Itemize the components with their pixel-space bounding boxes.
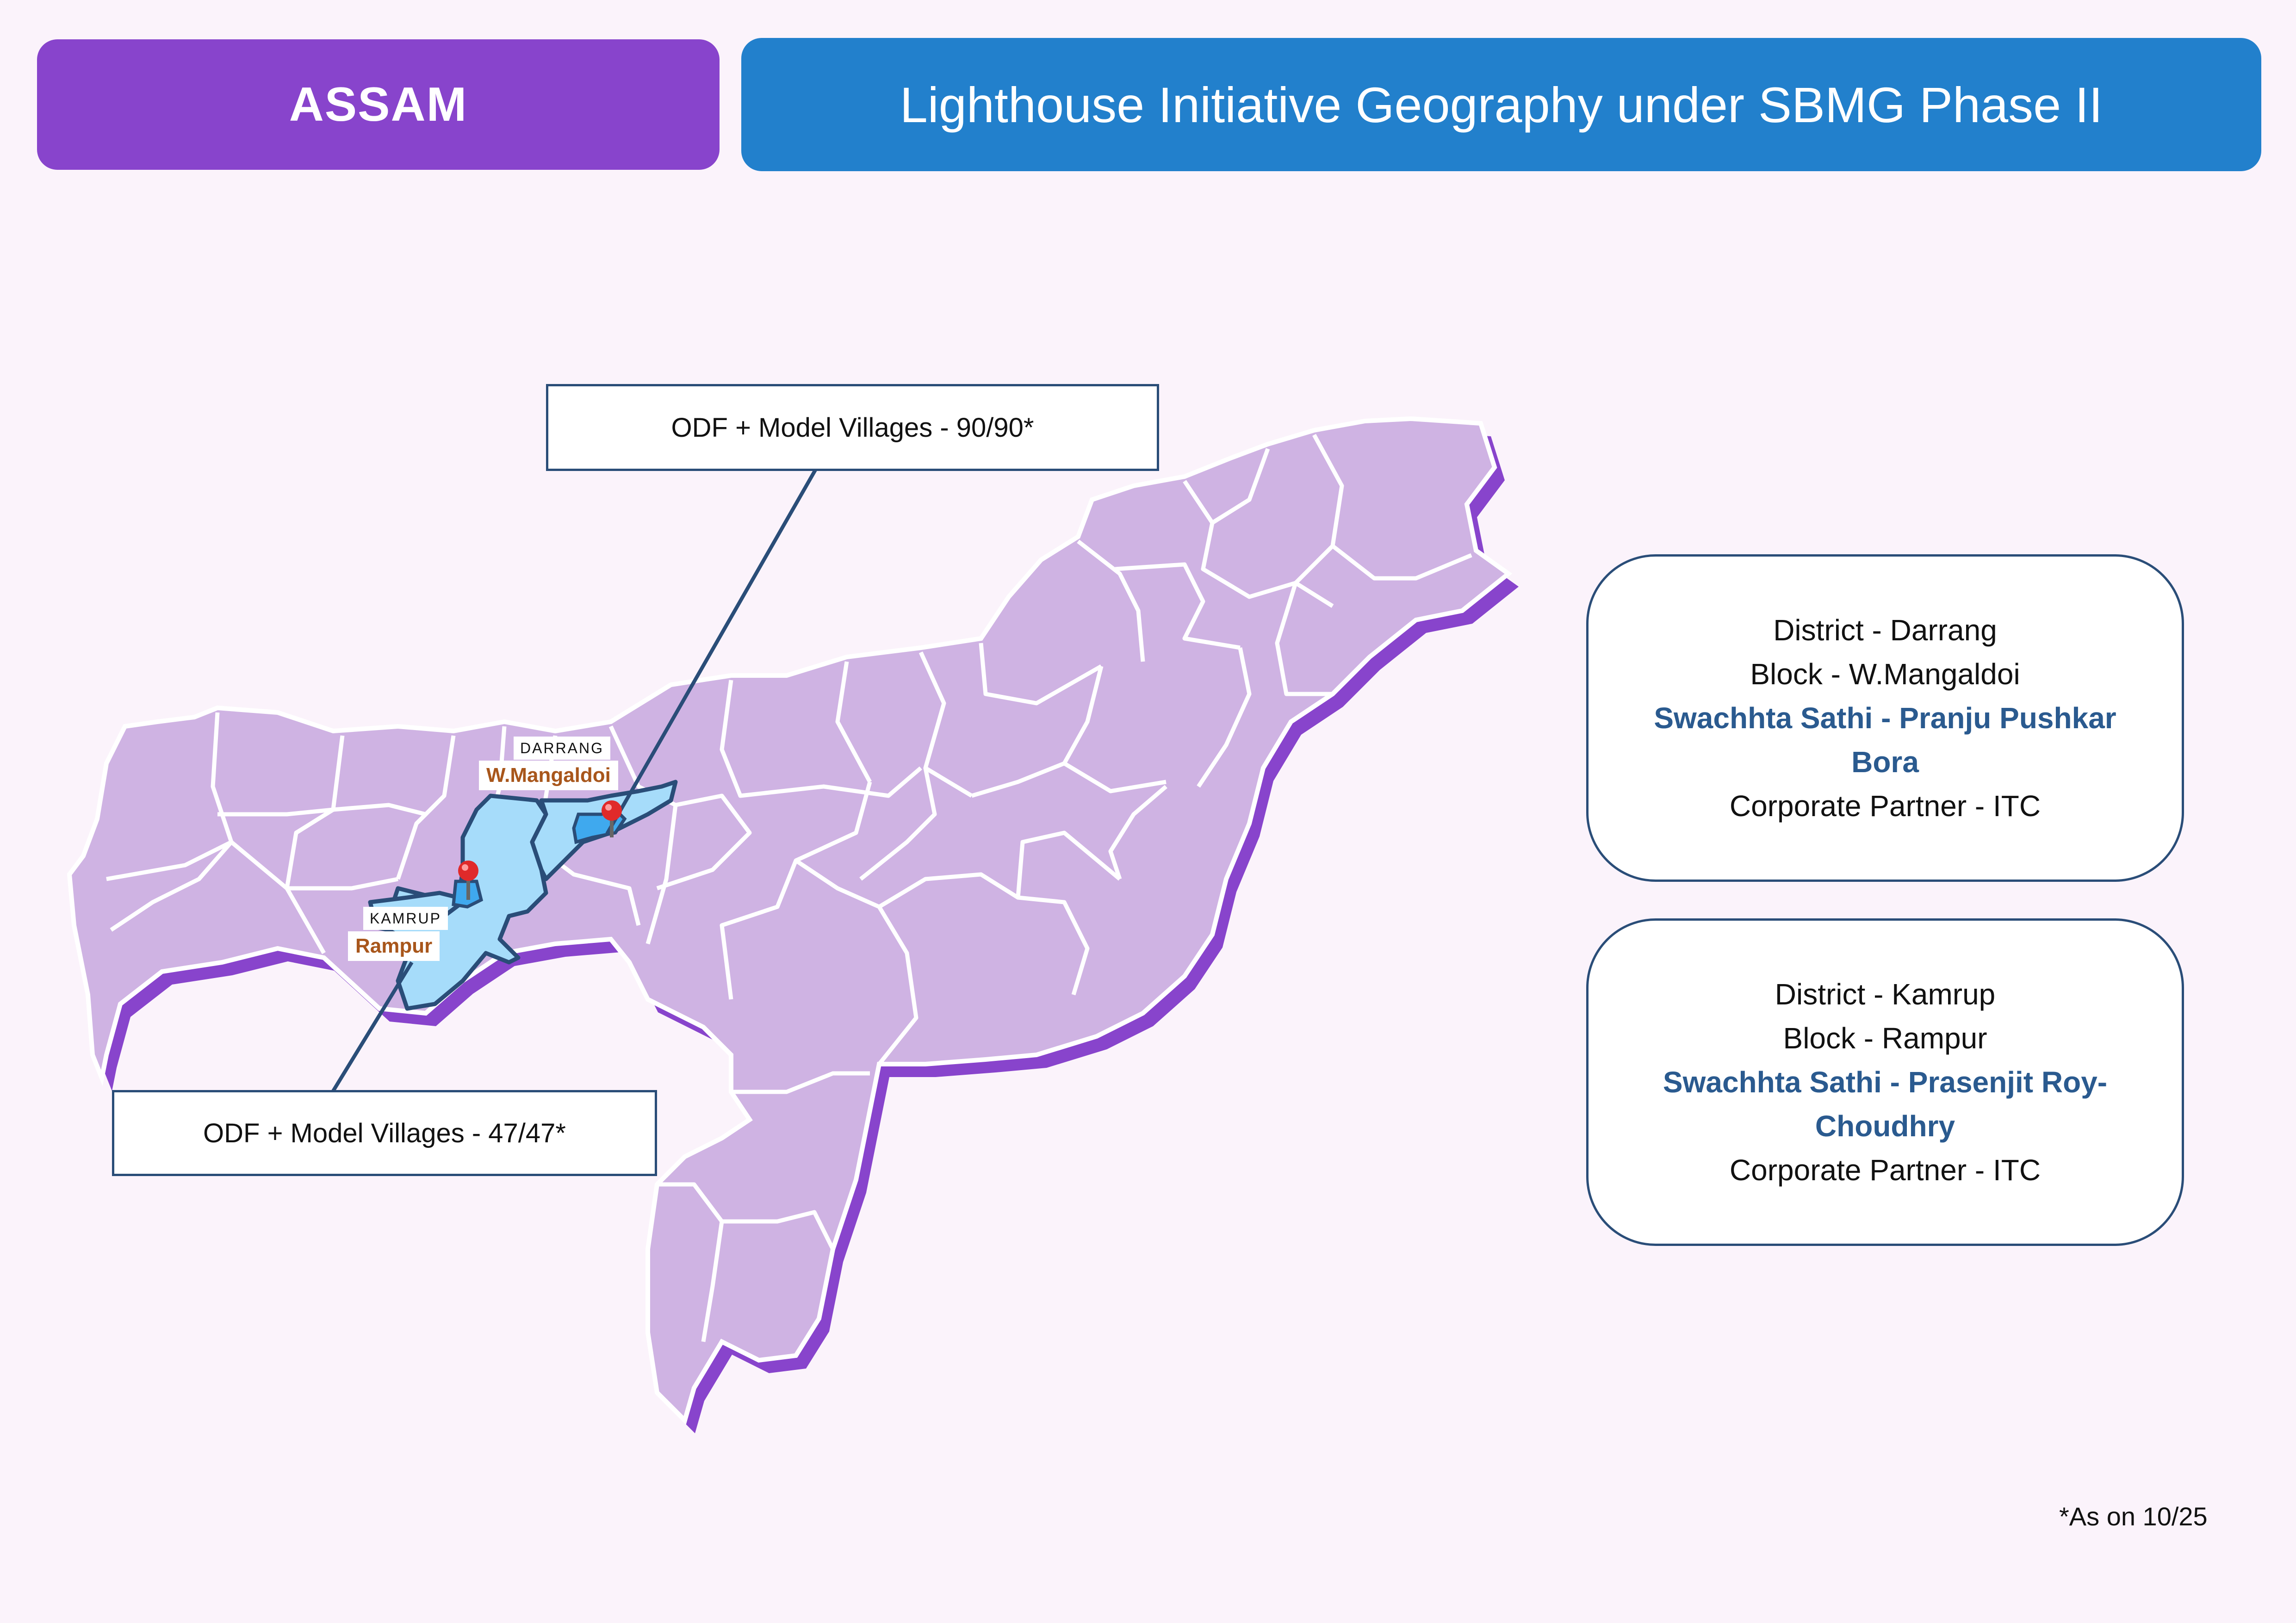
kamrup-leader-line <box>331 961 414 1092</box>
district-borders <box>106 434 1472 1342</box>
card-swachhta-sathi: Swachhta Sathi - Pranju Pushkar Bora <box>1654 701 2116 779</box>
kamrup-odf-callout: ODF + Model Villages - 47/47* <box>112 1090 657 1176</box>
title-banner: Lighthouse Initiative Geography under SB… <box>741 38 2261 171</box>
card-block: Block - Rampur <box>1783 1021 1987 1055</box>
darrang-leader-line <box>605 469 817 835</box>
kamrup-odf-text: ODF + Model Villages - 47/47* <box>203 1118 566 1148</box>
kamrup-district-label: KAMRUP <box>363 907 448 930</box>
rampur-block-label: Rampur <box>348 931 440 961</box>
state-banner: ASSAM <box>37 39 720 170</box>
darrang-pin-icon <box>602 800 622 837</box>
darrang-odf-callout: ODF + Model Villages - 90/90* <box>546 384 1159 471</box>
page-title: Lighthouse Initiative Geography under SB… <box>900 76 2103 133</box>
card-block: Block - W.Mangaldoi <box>1750 657 2020 691</box>
card-corporate-partner: Corporate Partner - ITC <box>1729 1153 2041 1187</box>
darrang-info-card: District - Darrang Block - W.Mangaldoi S… <box>1586 554 2184 882</box>
state-fill <box>67 416 1513 1425</box>
card-swachhta-sathi: Swachhta Sathi - Prasenjit Roy-Choudhry <box>1663 1065 2108 1143</box>
darrang-odf-text: ODF + Model Villages - 90/90* <box>671 412 1034 443</box>
w-mangaldoi-block-label: W.Mangaldoi <box>479 761 618 790</box>
card-district: District - Kamrup <box>1775 977 1996 1011</box>
kamrup-pin-icon <box>458 861 478 900</box>
kamrup-info-card: District - Kamrup Block - Rampur Swachht… <box>1586 918 2184 1246</box>
card-district: District - Darrang <box>1773 613 1997 647</box>
darrang-district-label: DARRANG <box>514 737 611 760</box>
state-name: ASSAM <box>289 77 468 131</box>
card-corporate-partner: Corporate Partner - ITC <box>1729 789 2041 823</box>
footnote: *As on 10/25 <box>2059 1502 2208 1531</box>
